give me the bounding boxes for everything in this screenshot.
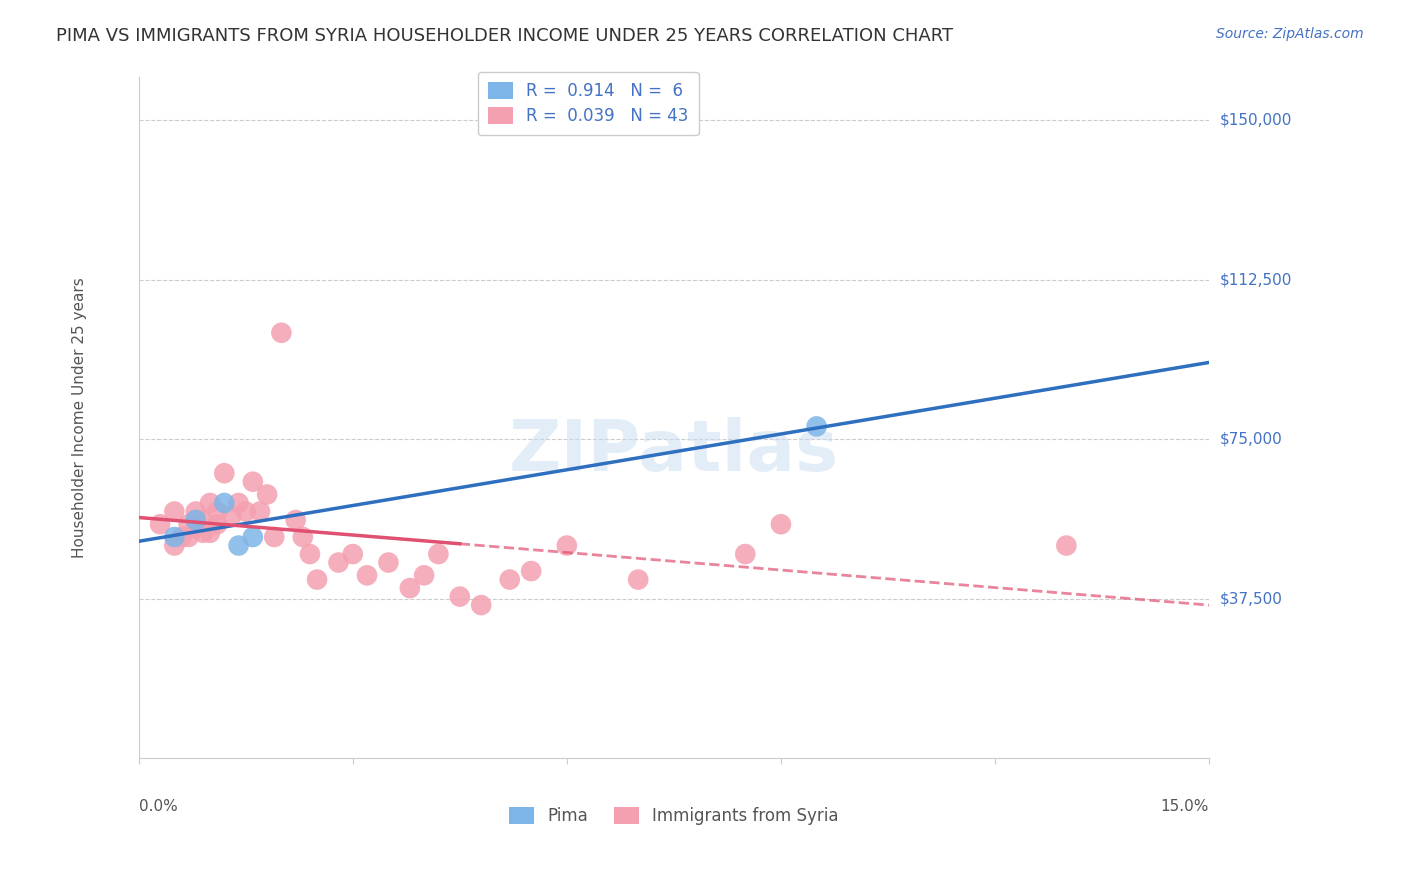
Point [307,573,329,587]
Point [177,517,200,532]
Point [221,508,243,523]
Point [163,530,186,544]
Text: $112,500: $112,500 [1220,272,1292,287]
Point [270,326,292,340]
Point [184,522,207,536]
Point [184,513,207,527]
Point [555,539,578,553]
Point [284,513,307,527]
Text: Source: ZipAtlas.com: Source: ZipAtlas.com [1216,27,1364,41]
Point [263,530,285,544]
Point [520,564,543,578]
Point [191,513,214,527]
Point [205,517,228,532]
Text: $150,000: $150,000 [1220,112,1292,128]
Point [242,475,264,489]
Point [198,496,221,510]
Text: 0.0%: 0.0% [139,799,177,814]
Point [627,573,650,587]
Point [149,517,172,532]
Legend: Pima, Immigrants from Syria: Pima, Immigrants from Syria [503,800,845,831]
Point [291,530,314,544]
Point [242,530,264,544]
Point [184,504,207,518]
Point [170,530,193,544]
Point [214,496,236,510]
Point [342,547,364,561]
Point [806,419,828,434]
Point [769,517,792,532]
Point [499,573,522,587]
Point [235,504,257,518]
Point [228,496,250,510]
Point [413,568,436,582]
Text: 15.0%: 15.0% [1161,799,1209,814]
Text: $75,000: $75,000 [1220,432,1282,447]
Point [163,504,186,518]
Point [470,598,492,612]
Point [398,581,420,595]
Point [228,539,250,553]
Text: ZIPatlas: ZIPatlas [509,417,839,486]
Point [163,539,186,553]
Point [427,547,450,561]
Point [256,487,278,501]
Point [205,504,228,518]
Point [734,547,756,561]
Point [177,530,200,544]
Point [356,568,378,582]
Point [1054,539,1077,553]
Point [449,590,471,604]
Point [328,556,350,570]
Text: $37,500: $37,500 [1220,591,1284,607]
Text: PIMA VS IMMIGRANTS FROM SYRIA HOUSEHOLDER INCOME UNDER 25 YEARS CORRELATION CHAR: PIMA VS IMMIGRANTS FROM SYRIA HOUSEHOLDE… [56,27,953,45]
Point [249,504,271,518]
Point [214,466,236,480]
Text: Householder Income Under 25 years: Householder Income Under 25 years [72,277,87,558]
Point [198,525,221,540]
Point [191,525,214,540]
Point [298,547,321,561]
Point [377,556,399,570]
